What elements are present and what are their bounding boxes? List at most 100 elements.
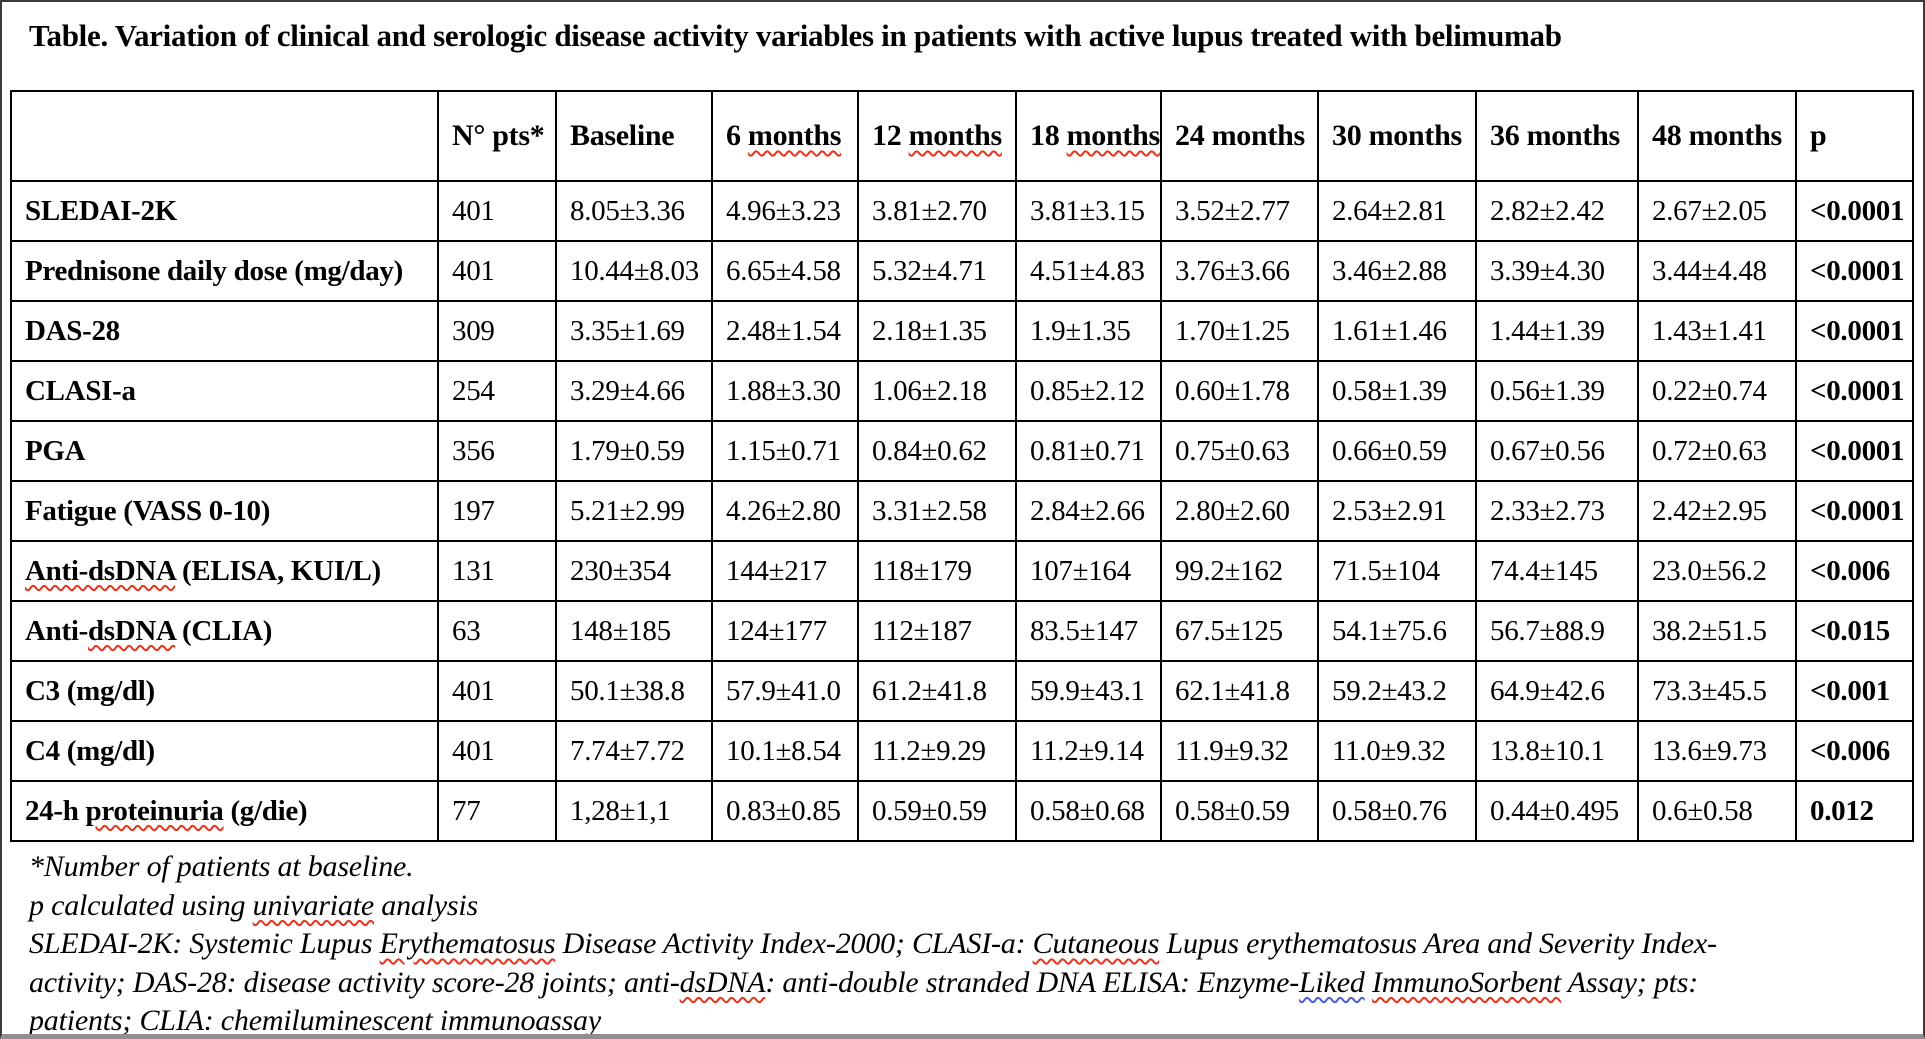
value-cell: 0.44±0.495 (1475, 780, 1639, 842)
value-cell: 2.80±2.60 (1160, 480, 1319, 542)
value-cell: 3.52±2.77 (1160, 180, 1319, 242)
value-cell: 3.44±4.48 (1637, 240, 1797, 302)
value-cell: 2.48±1.54 (711, 300, 859, 362)
value-cell: 0.6±0.58 (1637, 780, 1797, 842)
p-value-cell: <0.0001 (1795, 480, 1914, 542)
n-patients-cell: 77 (437, 780, 557, 842)
value-cell: 11.2±9.14 (1015, 720, 1162, 782)
row-label: CLASI-a (10, 360, 439, 422)
value-cell: 1,28±1,1 (555, 780, 713, 842)
value-cell: 0.84±0.62 (857, 420, 1017, 482)
column-header-6-months: 6 months (711, 90, 859, 182)
p-value-cell: <0.006 (1795, 540, 1914, 602)
table-footnotes: *Number of patients at baseline. p calcul… (2, 842, 1923, 1037)
p-value-cell: <0.0001 (1795, 180, 1914, 242)
value-cell: 73.3±45.5 (1637, 660, 1797, 722)
n-patients-cell: 356 (437, 420, 557, 482)
spellcheck-squiggle: Cutaneous (1032, 927, 1160, 960)
n-patients-cell: 401 (437, 240, 557, 302)
value-cell: 144±217 (711, 540, 859, 602)
value-cell: 1.9±1.35 (1015, 300, 1162, 362)
n-patients-cell: 63 (437, 600, 557, 662)
value-cell: 54.1±75.6 (1317, 600, 1477, 662)
column-header-24-months: 24 months (1160, 90, 1319, 182)
spellcheck-squiggle: proteinuria (85, 794, 224, 827)
n-patients-cell: 254 (437, 360, 557, 422)
spellcheck-squiggle: Liked (1299, 965, 1365, 999)
spellcheck-squiggle: dsDNA (87, 614, 176, 647)
value-cell: 4.96±3.23 (711, 180, 859, 242)
value-cell: 2.64±2.81 (1317, 180, 1477, 242)
value-cell: 118±179 (857, 540, 1017, 602)
value-cell: 3.76±3.66 (1160, 240, 1319, 302)
value-cell: 7.74±7.72 (555, 720, 713, 782)
value-cell: 67.5±125 (1160, 600, 1319, 662)
p-value-cell: <0.006 (1795, 720, 1914, 782)
value-cell: 64.9±42.6 (1475, 660, 1639, 722)
value-cell: 6.65±4.58 (711, 240, 859, 302)
value-cell: 2.67±2.05 (1637, 180, 1797, 242)
value-cell: 2.42±2.95 (1637, 480, 1797, 542)
p-value-cell: <0.001 (1795, 660, 1914, 722)
row-label: 24-h proteinuria (g/die) (10, 780, 439, 842)
value-cell: 0.72±0.63 (1637, 420, 1797, 482)
table-row: CLASI-a 254 3.29±4.66 1.88±3.30 1.06±2.18 0.8… (10, 360, 1914, 422)
value-cell: 0.75±0.63 (1160, 420, 1319, 482)
spellcheck-squiggle: Anti-dsDNA (25, 554, 176, 587)
value-cell: 148±185 (555, 600, 713, 662)
value-cell: 3.35±1.69 (555, 300, 713, 362)
column-header-empty (10, 90, 439, 182)
column-header-p: p (1795, 90, 1914, 182)
value-cell: 3.81±2.70 (857, 180, 1017, 242)
n-patients-cell: 197 (437, 480, 557, 542)
column-header-12-months: 12 months (857, 90, 1017, 182)
value-cell: 0.58±0.59 (1160, 780, 1319, 842)
table-row: Prednisone daily dose (mg/day) 401 10.44±8… (10, 240, 1914, 302)
value-cell: 10.44±8.03 (555, 240, 713, 302)
table-row: DAS-28 309 3.35±1.69 2.48±1.54 2.18±1.35 1.9±… (10, 300, 1914, 362)
value-cell: 1.88±3.30 (711, 360, 859, 422)
value-cell: 5.21±2.99 (555, 480, 713, 542)
value-cell: 4.26±2.80 (711, 480, 859, 542)
value-cell: 107±164 (1015, 540, 1162, 602)
row-label: C4 (mg/dl) (10, 720, 439, 782)
value-cell: 11.9±9.32 (1160, 720, 1319, 782)
value-cell: 23.0±56.2 (1637, 540, 1797, 602)
row-label: Anti-dsDNA (CLIA) (10, 600, 439, 662)
value-cell: 3.31±2.58 (857, 480, 1017, 542)
value-cell: 50.1±38.8 (555, 660, 713, 722)
row-label: Fatigue (VASS 0-10) (10, 480, 439, 542)
value-cell: 71.5±104 (1317, 540, 1477, 602)
value-cell: 2.82±2.42 (1475, 180, 1639, 242)
value-cell: 124±177 (711, 600, 859, 662)
value-cell: 1.44±1.39 (1475, 300, 1639, 362)
value-cell: 13.8±10.1 (1475, 720, 1639, 782)
spellcheck-squiggle: Erythematosus (379, 927, 556, 960)
value-cell: 3.39±4.30 (1475, 240, 1639, 302)
table-row: 24-h proteinuria (g/die) 77 1,28±1,1 0.83±0… (10, 780, 1914, 842)
value-cell: 83.5±147 (1015, 600, 1162, 662)
spellcheck-squiggle: chemiluminescent (220, 1004, 433, 1037)
n-patients-cell: 309 (437, 300, 557, 362)
row-label: Prednisone daily dose (mg/day) (10, 240, 439, 302)
column-header-18-months: 18 months (1015, 90, 1162, 182)
value-cell: 0.56±1.39 (1475, 360, 1639, 422)
n-patients-cell: 401 (437, 180, 557, 242)
spellcheck-squiggle: dsDNA (679, 965, 766, 999)
p-value-cell: <0.0001 (1795, 300, 1914, 362)
footnote-line: p calculated using univariate analysis (29, 888, 479, 922)
value-cell: 56.7±88.9 (1475, 600, 1639, 662)
column-header-36-months: 36 months (1475, 90, 1639, 182)
value-cell: 1.61±1.46 (1317, 300, 1477, 362)
p-value-cell: <0.0001 (1795, 240, 1914, 302)
value-cell: 74.4±145 (1475, 540, 1639, 602)
value-cell: 8.05±3.36 (555, 180, 713, 242)
value-cell: 0.58±0.68 (1015, 780, 1162, 842)
value-cell: 0.67±0.56 (1475, 420, 1639, 482)
value-cell: 62.1±41.8 (1160, 660, 1319, 722)
p-value-cell: 0.012 (1795, 780, 1914, 842)
value-cell: 0.81±0.71 (1015, 420, 1162, 482)
footnote-line: patients; CLIA: chemiluminescent immunoa… (29, 1004, 601, 1037)
spellcheck-squiggle: months (1066, 119, 1160, 152)
